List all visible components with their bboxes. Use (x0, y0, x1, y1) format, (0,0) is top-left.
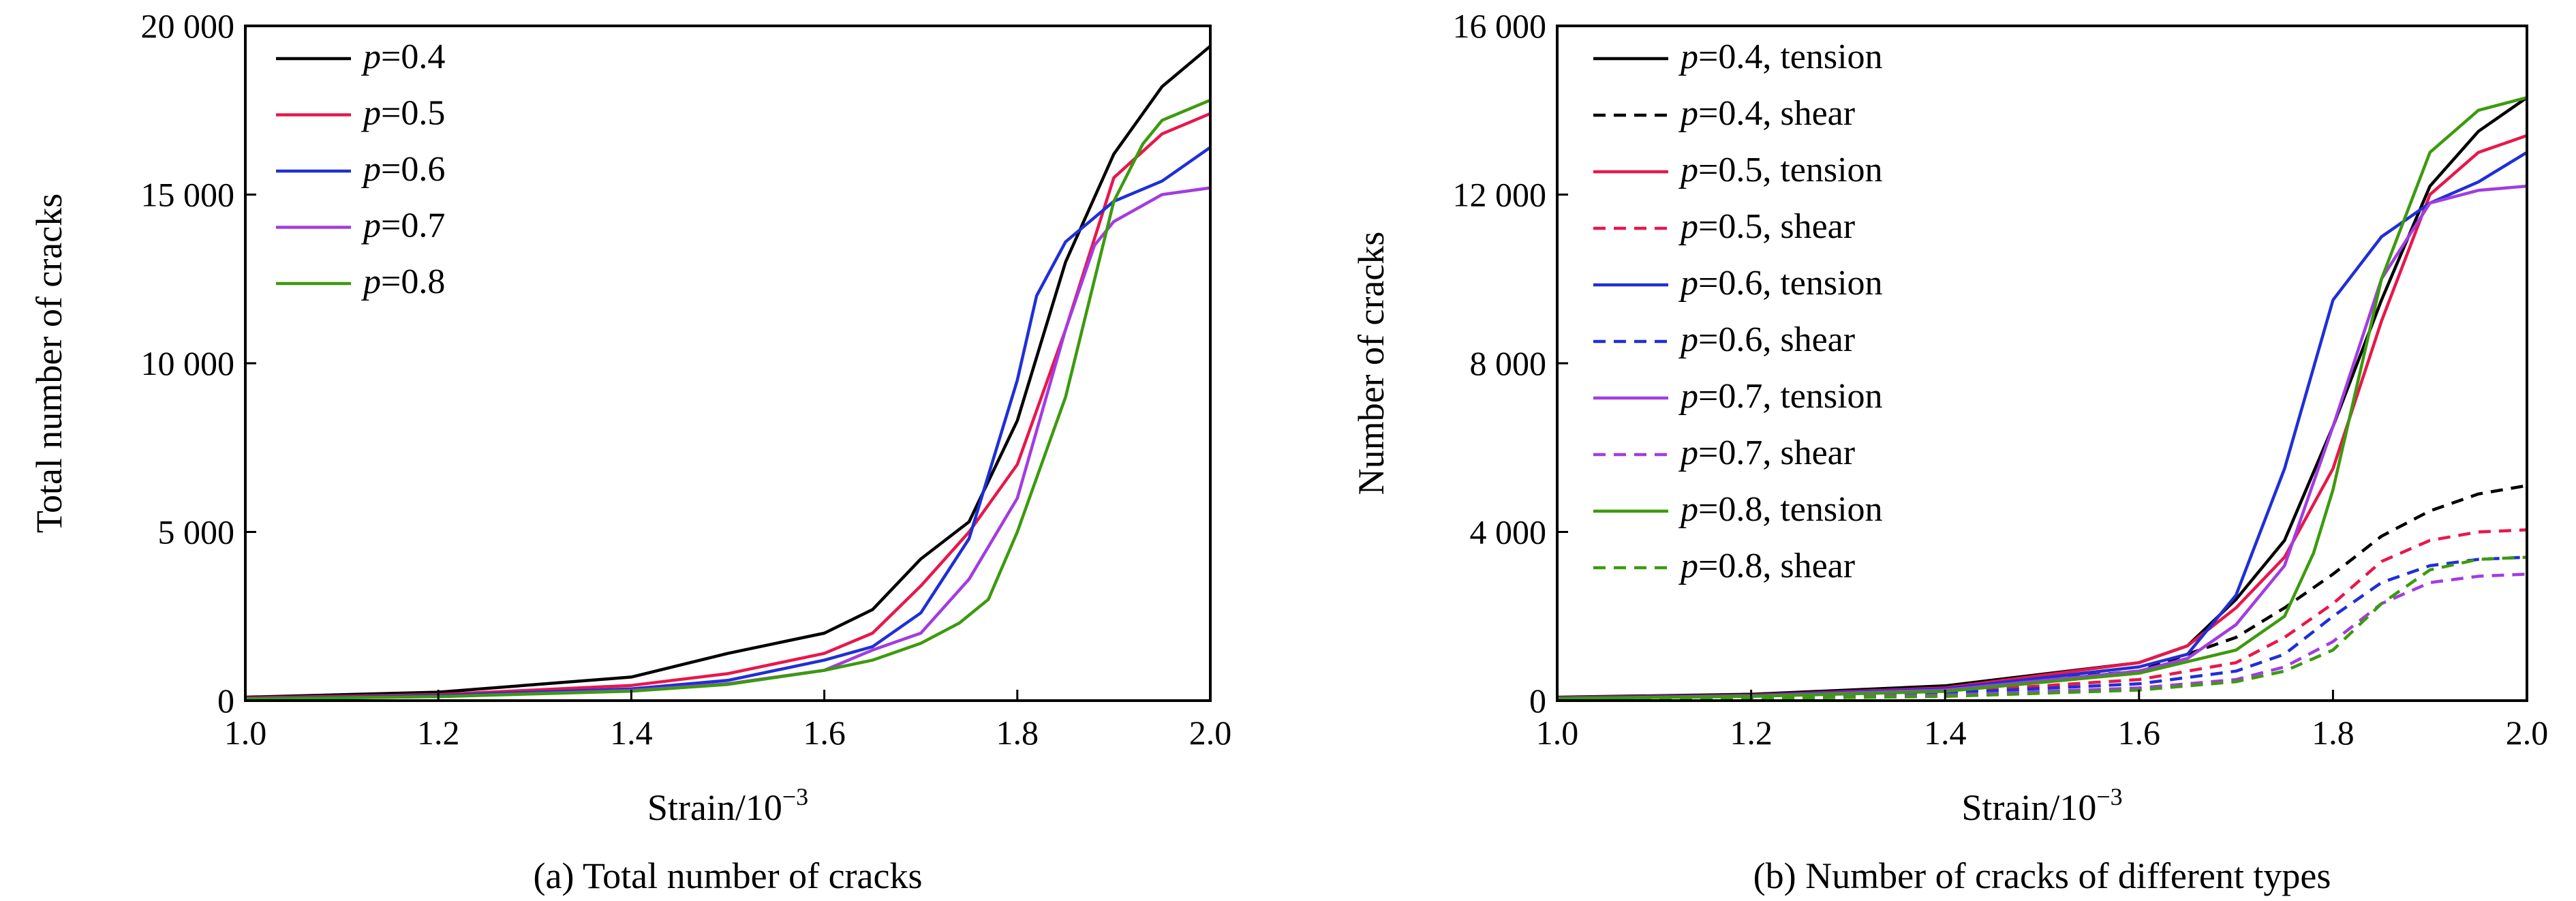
chart-a-xtick-label: 1.4 (610, 714, 653, 752)
chart-b-xtick-label: 1.6 (2118, 714, 2161, 752)
chart-a-xlabel-text: Strain/10 (647, 787, 782, 828)
chart-b-ytick-label: 8 000 (1470, 344, 1547, 382)
chart-a-legend: p=0.4 p=0.5 p=0.6 p=0.7 p=0.8 (276, 37, 445, 301)
chart-b-xlabel-text: Strain/10 (1961, 787, 2096, 828)
chart-b-xlabel-exp: −3 (2096, 783, 2122, 810)
chart-a-caption: (a) Total number of cracks (534, 855, 923, 896)
chart-b-series-line (1557, 484, 2528, 700)
chart-a-series-line (245, 112, 1211, 700)
chart-b-ytick-label: 16 000 (1453, 7, 1547, 45)
chart-b-series-line (1557, 96, 2528, 699)
chart-b-ytick-label: 0 (1529, 682, 1546, 720)
chart-a-xtick-label: 2.0 (1189, 714, 1232, 752)
chart-a-legend-label: p=0.5 (361, 94, 445, 133)
chart-a: 1.0 1.2 1.4 1.6 1.8 2.0 0 5 000 10 000 15 000 20 0… (29, 7, 1231, 896)
chart-a-xtick-label: 1.6 (803, 714, 846, 752)
chart-a-series-line (245, 44, 1212, 699)
chart-b-legend-label: p=0.5, tension (1678, 151, 1883, 189)
chart-a-legend-label: p=0.8 (361, 262, 445, 301)
chart-b-legend-label: p=0.7, shear (1678, 433, 1855, 472)
chart-a-series-line (245, 146, 1212, 701)
chart-b-legend-label: p=0.5, shear (1678, 207, 1855, 246)
chart-b-series-line (1557, 555, 2528, 702)
chart-b-legend-label: p=0.4, tension (1678, 37, 1883, 76)
chart-a-legend-label: p=0.6 (361, 150, 445, 189)
chart-b-xtick-label: 1.4 (1924, 714, 1967, 752)
chart-a-legend-label: p=0.7 (361, 207, 445, 245)
chart-b-xtick-label: 2.0 (2506, 714, 2549, 752)
chart-a-ylabel: Total number of cracks (29, 194, 70, 534)
chart-b-ylabel: Number of cracks (1351, 232, 1392, 495)
chart-a-ytick-label: 0 (217, 682, 234, 720)
chart-b-ytick-label: 4 000 (1470, 513, 1547, 551)
chart-b: 1.0 1.2 1.4 1.6 1.8 2.0 0 4 000 8 000 12 000 16 00… (1351, 7, 2548, 896)
chart-b-series-line (1557, 528, 2528, 701)
chart-b-legend-label: p=0.6, tension (1678, 264, 1883, 303)
chart-b-legend-label: p=0.8, shear (1678, 547, 1855, 585)
chart-b-series-line (1557, 96, 2528, 701)
chart-b-xlabel: Strain/10−3 (1961, 783, 2122, 828)
chart-a-legend-label: p=0.4 (361, 37, 445, 76)
chart-a-xtick-label: 1.8 (996, 714, 1039, 752)
chart-b-xtick-label: 1.2 (1730, 714, 1773, 752)
chart-b-caption: (b) Number of cracks of different types (1753, 855, 2331, 896)
chart-a-series-line (245, 98, 1211, 701)
chart-a-plot (245, 44, 1212, 701)
chart-b-legend-label: p=0.4, shear (1678, 94, 1855, 133)
chart-a-ytick-label: 10 000 (141, 344, 235, 382)
chart-b-plot (1557, 96, 2528, 702)
chart-a-ytick-label: 20 000 (141, 7, 235, 45)
chart-a-xlabel: Strain/10−3 (647, 783, 808, 828)
chart-b-legend-label: p=0.6, shear (1678, 320, 1855, 359)
chart-b-ytick-label: 12 000 (1453, 176, 1547, 214)
chart-a-xtick-label: 1.0 (224, 714, 267, 752)
chart-b-ticks: 1.0 1.2 1.4 1.6 1.8 2.0 0 4 000 8 000 12 000 16 00… (1453, 7, 2549, 752)
chart-b-xtick-label: 1.8 (2312, 714, 2355, 752)
chart-a-ytick-label: 5 000 (158, 513, 235, 551)
chart-b-legend: p=0.4, tension p=0.4, shear p=0.5, tension… (1593, 37, 1883, 585)
chart-b-legend-label: p=0.8, tension (1678, 490, 1883, 529)
chart-a-ticks: 1.0 1.2 1.4 1.6 1.8 2.0 0 5 000 10 000 15 000 20 0… (141, 7, 1232, 752)
chart-b-legend-label: p=0.7, tension (1678, 377, 1883, 416)
chart-a-xlabel-exp: −3 (782, 783, 808, 810)
chart-b-xtick-label: 1.0 (1536, 714, 1579, 752)
chart-a-xtick-label: 1.2 (417, 714, 460, 752)
chart-a-ytick-label: 15 000 (141, 176, 235, 214)
